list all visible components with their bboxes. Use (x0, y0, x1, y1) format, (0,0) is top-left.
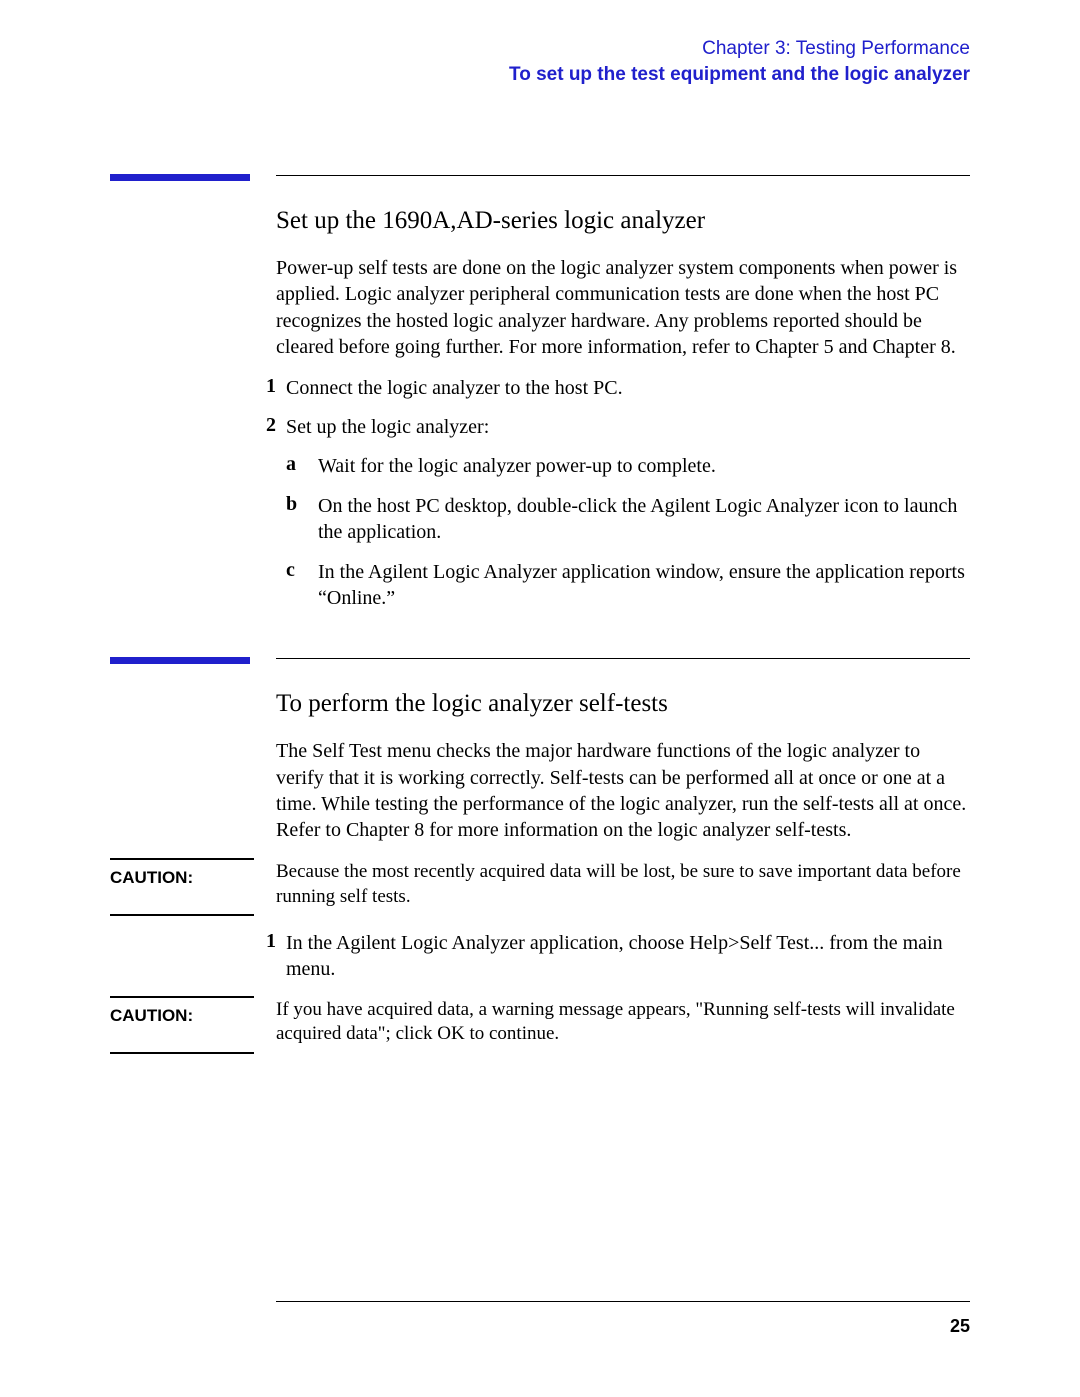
step-1: 1 Connect the logic analyzer to the host… (256, 375, 970, 401)
section-2-heading: To perform the logic analyzer self-tests (276, 690, 970, 718)
step-text: Set up the logic analyzer: (286, 414, 970, 440)
substep-a: a Wait for the logic analyzer power-up t… (286, 453, 970, 479)
page-footer: 25 (110, 1301, 970, 1337)
substep-letter: a (286, 453, 304, 479)
chapter-title: Chapter 3: Testing Performance (110, 38, 970, 60)
blue-accent-bar (110, 657, 250, 664)
section-2: To perform the logic analyzer self-tests… (110, 657, 970, 1053)
footer-line (276, 1301, 970, 1302)
section-1: Set up the 1690A,AD-series logic analyze… (110, 174, 970, 611)
step-number: 1 (256, 930, 276, 983)
step-number: 2 (256, 414, 276, 440)
header-section-title: To set up the test equipment and the log… (110, 64, 970, 86)
numbered-list: 1 In the Agilent Logic Analyzer applicat… (256, 930, 970, 983)
numbered-list: 1 Connect the logic analyzer to the host… (256, 375, 970, 441)
substep-text: Wait for the logic analyzer power-up to … (318, 453, 970, 479)
content-area: Set up the 1690A,AD-series logic analyze… (110, 174, 970, 1054)
lettered-list: a Wait for the logic analyzer power-up t… (286, 453, 970, 611)
caution-block-1: CAUTION: Because the most recently acqui… (110, 858, 970, 916)
section-2-intro: The Self Test menu checks the major hard… (276, 738, 970, 844)
caution-text: If you have acquired data, a warning mes… (276, 996, 970, 1054)
step-number: 1 (256, 375, 276, 401)
substep-letter: b (286, 493, 304, 546)
substep-c: c In the Agilent Logic Analyzer applicat… (286, 559, 970, 612)
substep-text: On the host PC desktop, double-click the… (318, 493, 970, 546)
caution-block-2: CAUTION: If you have acquired data, a wa… (110, 996, 970, 1054)
caution-label: CAUTION: (110, 996, 254, 1054)
page-header: Chapter 3: Testing Performance To set up… (110, 38, 970, 86)
page-number: 25 (110, 1316, 970, 1337)
caution-label: CAUTION: (110, 858, 254, 916)
step-text: In the Agilent Logic Analyzer applicatio… (286, 930, 970, 983)
section-divider (110, 174, 970, 181)
substep-text: In the Agilent Logic Analyzer applicatio… (318, 559, 970, 612)
substep-b: b On the host PC desktop, double-click t… (286, 493, 970, 546)
caution-label-wrap: CAUTION: (110, 996, 276, 1054)
section-1-heading: Set up the 1690A,AD-series logic analyze… (276, 207, 970, 235)
divider-line (276, 175, 970, 176)
blue-accent-bar (110, 174, 250, 181)
divider-line (276, 658, 970, 659)
section-divider (110, 657, 970, 664)
substep-letter: c (286, 559, 304, 612)
section-1-intro: Power-up self tests are done on the logi… (276, 255, 970, 361)
caution-label-wrap: CAUTION: (110, 858, 276, 916)
step-2: 2 Set up the logic analyzer: (256, 414, 970, 440)
page-container: Chapter 3: Testing Performance To set up… (0, 0, 1080, 1397)
step-1: 1 In the Agilent Logic Analyzer applicat… (256, 930, 970, 983)
caution-text: Because the most recently acquired data … (276, 858, 970, 916)
step-text: Connect the logic analyzer to the host P… (286, 375, 970, 401)
